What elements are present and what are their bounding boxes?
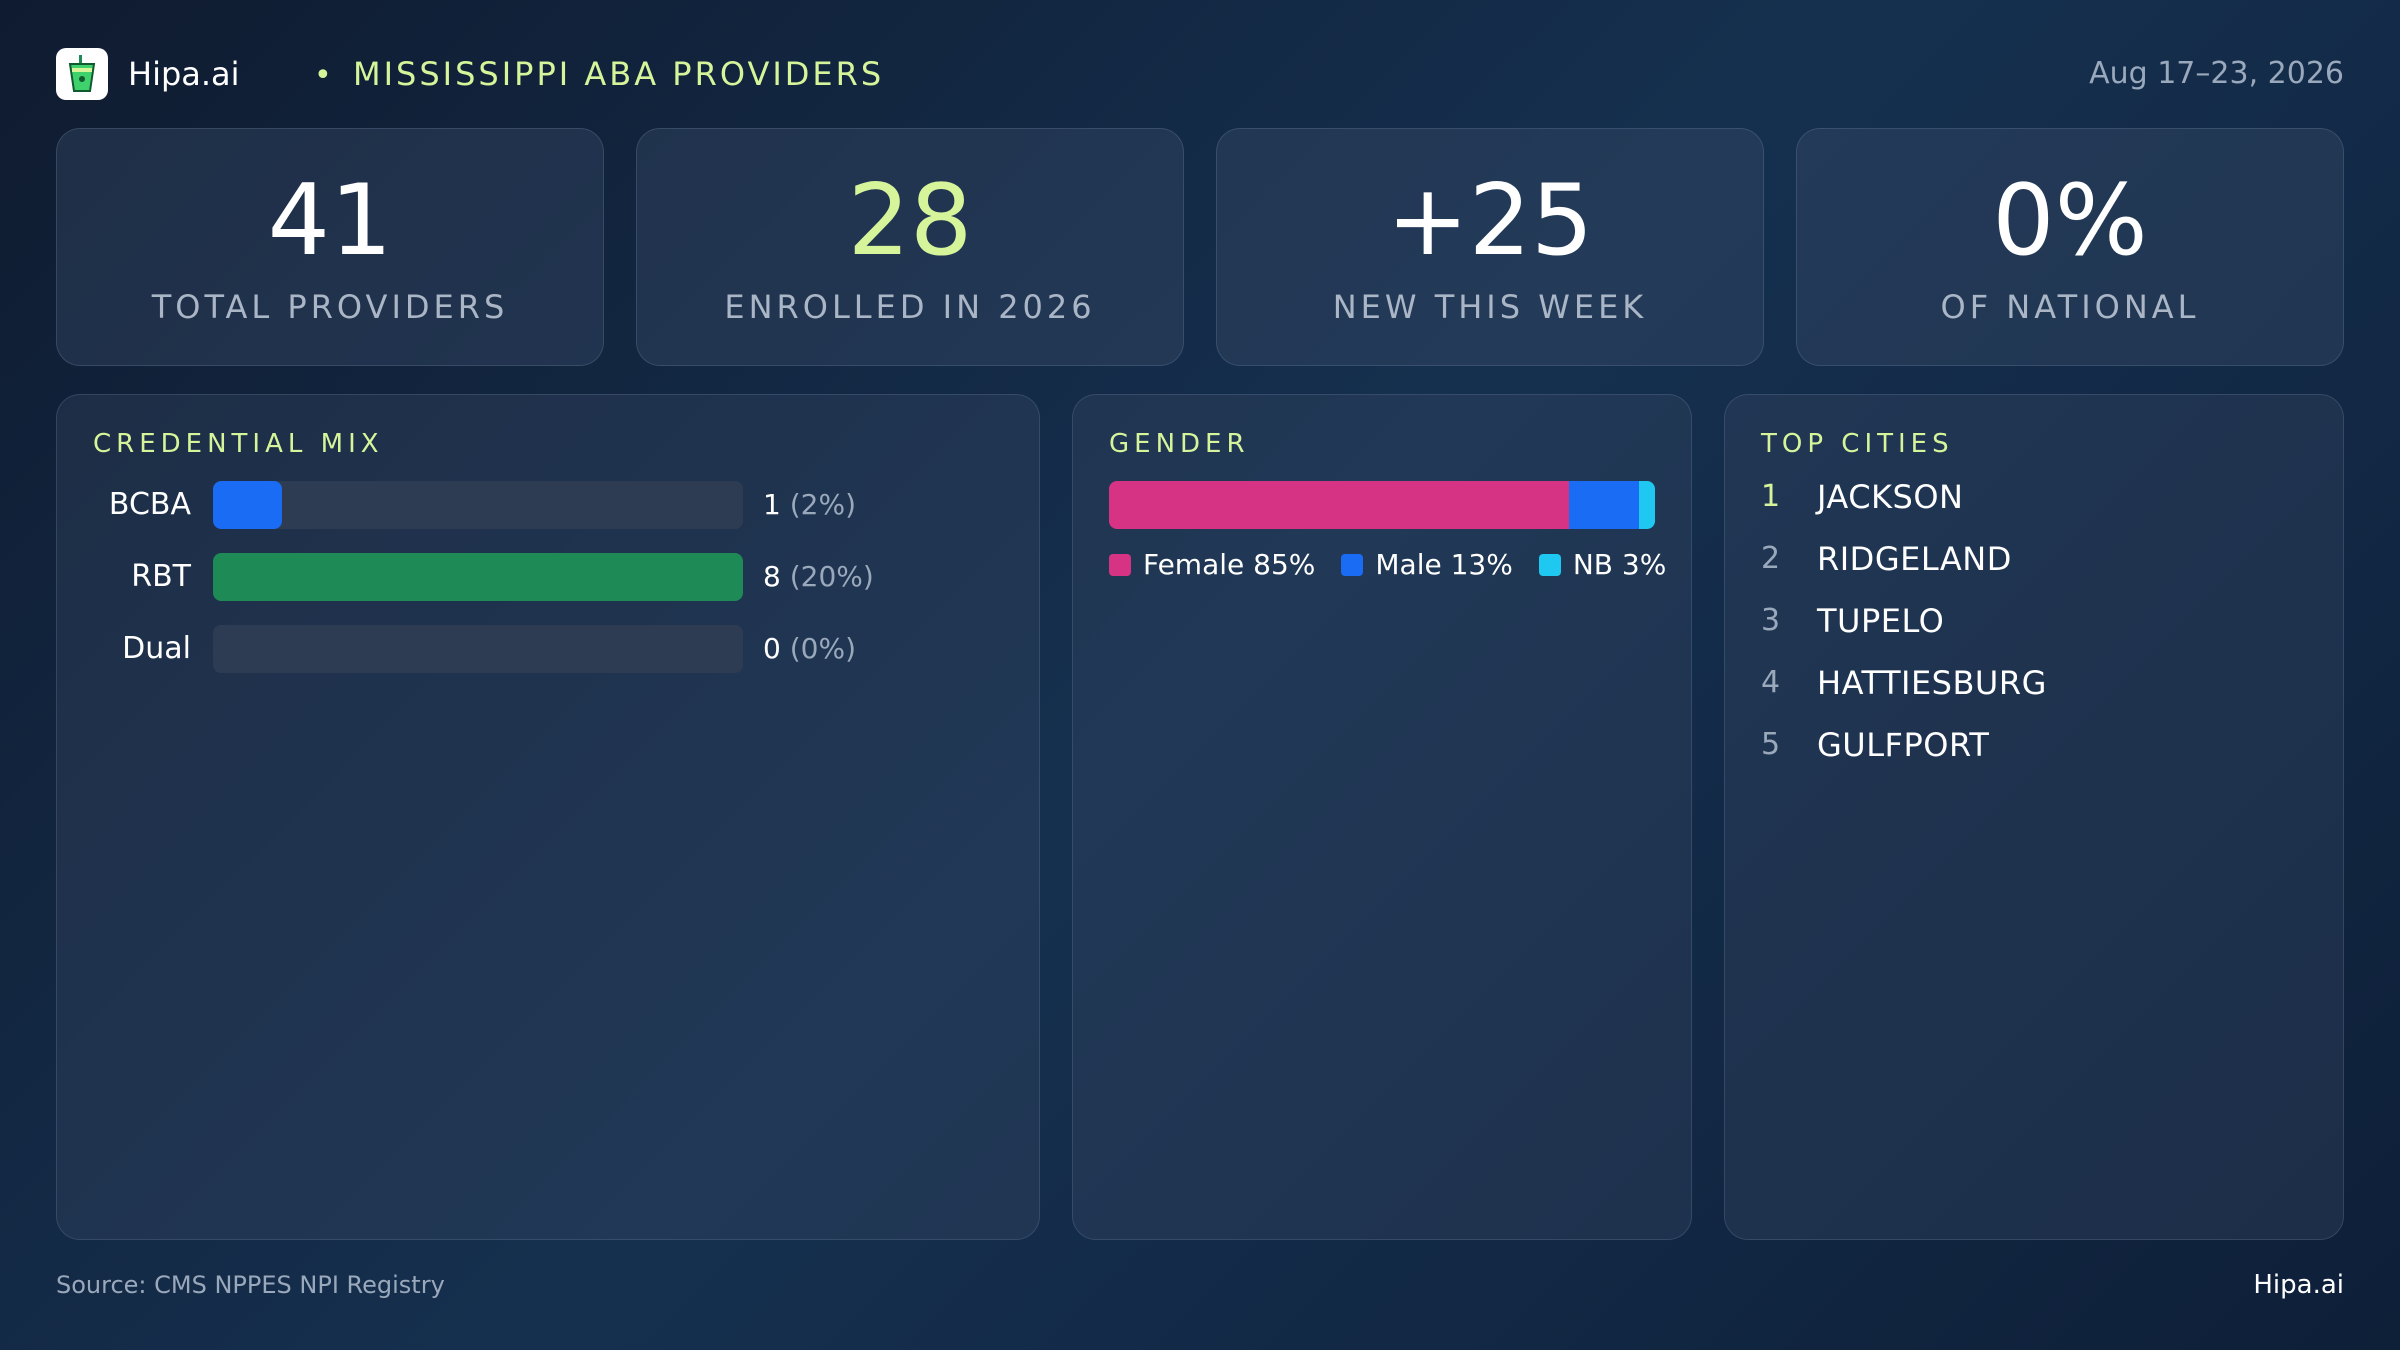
kpi-card-enrolled: 28 ENROLLED IN 2026 [636, 128, 1184, 366]
bar-track [213, 553, 743, 601]
kpi-label: OF NATIONAL [1940, 288, 2200, 326]
credential-row-bcba: BCBA 1 (2%) [57, 481, 1039, 529]
city-rank: 3 [1761, 603, 1781, 638]
credential-mix-panel: CREDENTIAL MIX BCBA 1 (2%) RBT 8 (20%) Dual 0… [56, 394, 1040, 1240]
top-cities-panel: TOP CITIES 1 JACKSON 2 RIDGELAND 3 TUPELO 4 HAT… [1724, 394, 2344, 1240]
panel-title: GENDER [1109, 429, 1250, 459]
bar-count: 8 [763, 560, 790, 593]
legend-swatch [1341, 554, 1364, 576]
city-rank: 5 [1761, 727, 1781, 762]
gender-panel: GENDER Female 85% Male 13% NB 3% [1072, 394, 1692, 1240]
kpi-value: +25 [1386, 164, 1594, 278]
bar-track [213, 625, 743, 673]
logo [56, 48, 108, 100]
city-name: HATTIESBURG [1817, 664, 2047, 702]
kpi-card-new-this-week: +25 NEW THIS WEEK [1216, 128, 1764, 366]
bar-track [213, 481, 743, 529]
credential-row-rbt: RBT 8 (20%) [57, 553, 1039, 601]
source-note: Source: CMS NPPES NPI Registry [56, 1271, 445, 1299]
city-rank: 2 [1761, 541, 1781, 576]
bar-value-label: 0 (0%) [763, 631, 856, 667]
city-item: 2 RIDGELAND [1761, 539, 2301, 583]
city-rank: 1 [1761, 479, 1781, 514]
city-name: RIDGELAND [1817, 540, 2012, 578]
kpi-value: 0% [1992, 164, 2148, 278]
legend-swatch [1109, 554, 1131, 576]
title-separator: • [314, 58, 332, 93]
city-name: GULFPORT [1817, 726, 1990, 764]
kpi-value: 41 [267, 164, 393, 278]
kpi-label: NEW THIS WEEK [1332, 288, 1648, 326]
bar-category-label: RBT [131, 559, 191, 594]
city-name: TUPELO [1817, 602, 1945, 640]
date-range: Aug 17–23, 2026 [2089, 56, 2344, 91]
bar-value-label: 8 (20%) [763, 559, 874, 595]
gender-stacked-bar [1109, 481, 1655, 529]
legend-swatch [1538, 554, 1561, 576]
city-item: 3 TUPELO [1761, 601, 2301, 645]
gender-segment-male [1568, 481, 1639, 529]
bar-category-label: BCBA [108, 487, 191, 522]
page-title: MISSISSIPPI ABA PROVIDERS [353, 55, 885, 93]
footer-brand: Hipa.ai [2253, 1270, 2344, 1300]
bar-category-label: Dual [122, 631, 191, 666]
bar-count: 1 [763, 488, 790, 521]
panel-title: CREDENTIAL MIX [93, 429, 384, 459]
gender-segment-nb [1638, 481, 1655, 529]
city-name: JACKSON [1817, 478, 1964, 516]
bar-bcba [213, 481, 282, 529]
bar-percent: (0%) [789, 632, 856, 665]
brand-name: Hipa.ai [128, 55, 240, 93]
header: Hipa.ai • MISSISSIPPI ABA PROVIDERS Aug … [56, 48, 2344, 100]
city-item: 1 JACKSON [1761, 477, 2301, 521]
bar-rbt [213, 553, 743, 601]
gender-legend: Female 85% Male 13% NB 3% [1109, 547, 1692, 583]
city-item: 5 GULFPORT [1761, 725, 2301, 769]
bar-count: 0 [763, 632, 790, 665]
city-item: 4 HATTIESBURG [1761, 663, 2301, 707]
city-rank: 4 [1761, 665, 1781, 700]
kpi-label: ENROLLED IN 2026 [724, 288, 1096, 326]
cup-icon [68, 55, 96, 92]
legend-item-female: Female 85% [1109, 547, 1315, 583]
kpi-label: TOTAL PROVIDERS [151, 288, 509, 326]
kpi-card-total-providers: 41 TOTAL PROVIDERS [56, 128, 604, 366]
kpi-card-of-national: 0% OF NATIONAL [1796, 128, 2344, 366]
legend-item-male: Male 13% [1341, 547, 1513, 583]
gender-segment-female [1109, 481, 1569, 529]
legend-label: Male 13% [1375, 548, 1513, 581]
bar-value-label: 1 (2%) [763, 487, 856, 523]
panel-title: TOP CITIES [1761, 429, 1954, 459]
legend-item-nb: NB 3% [1538, 547, 1667, 583]
legend-label: Female 85% [1143, 548, 1316, 581]
bar-percent: (2%) [789, 488, 856, 521]
kpi-value: 28 [847, 164, 973, 278]
credential-row-dual: Dual 0 (0%) [57, 625, 1039, 673]
legend-label: NB 3% [1572, 548, 1667, 581]
bar-percent: (20%) [789, 560, 874, 593]
